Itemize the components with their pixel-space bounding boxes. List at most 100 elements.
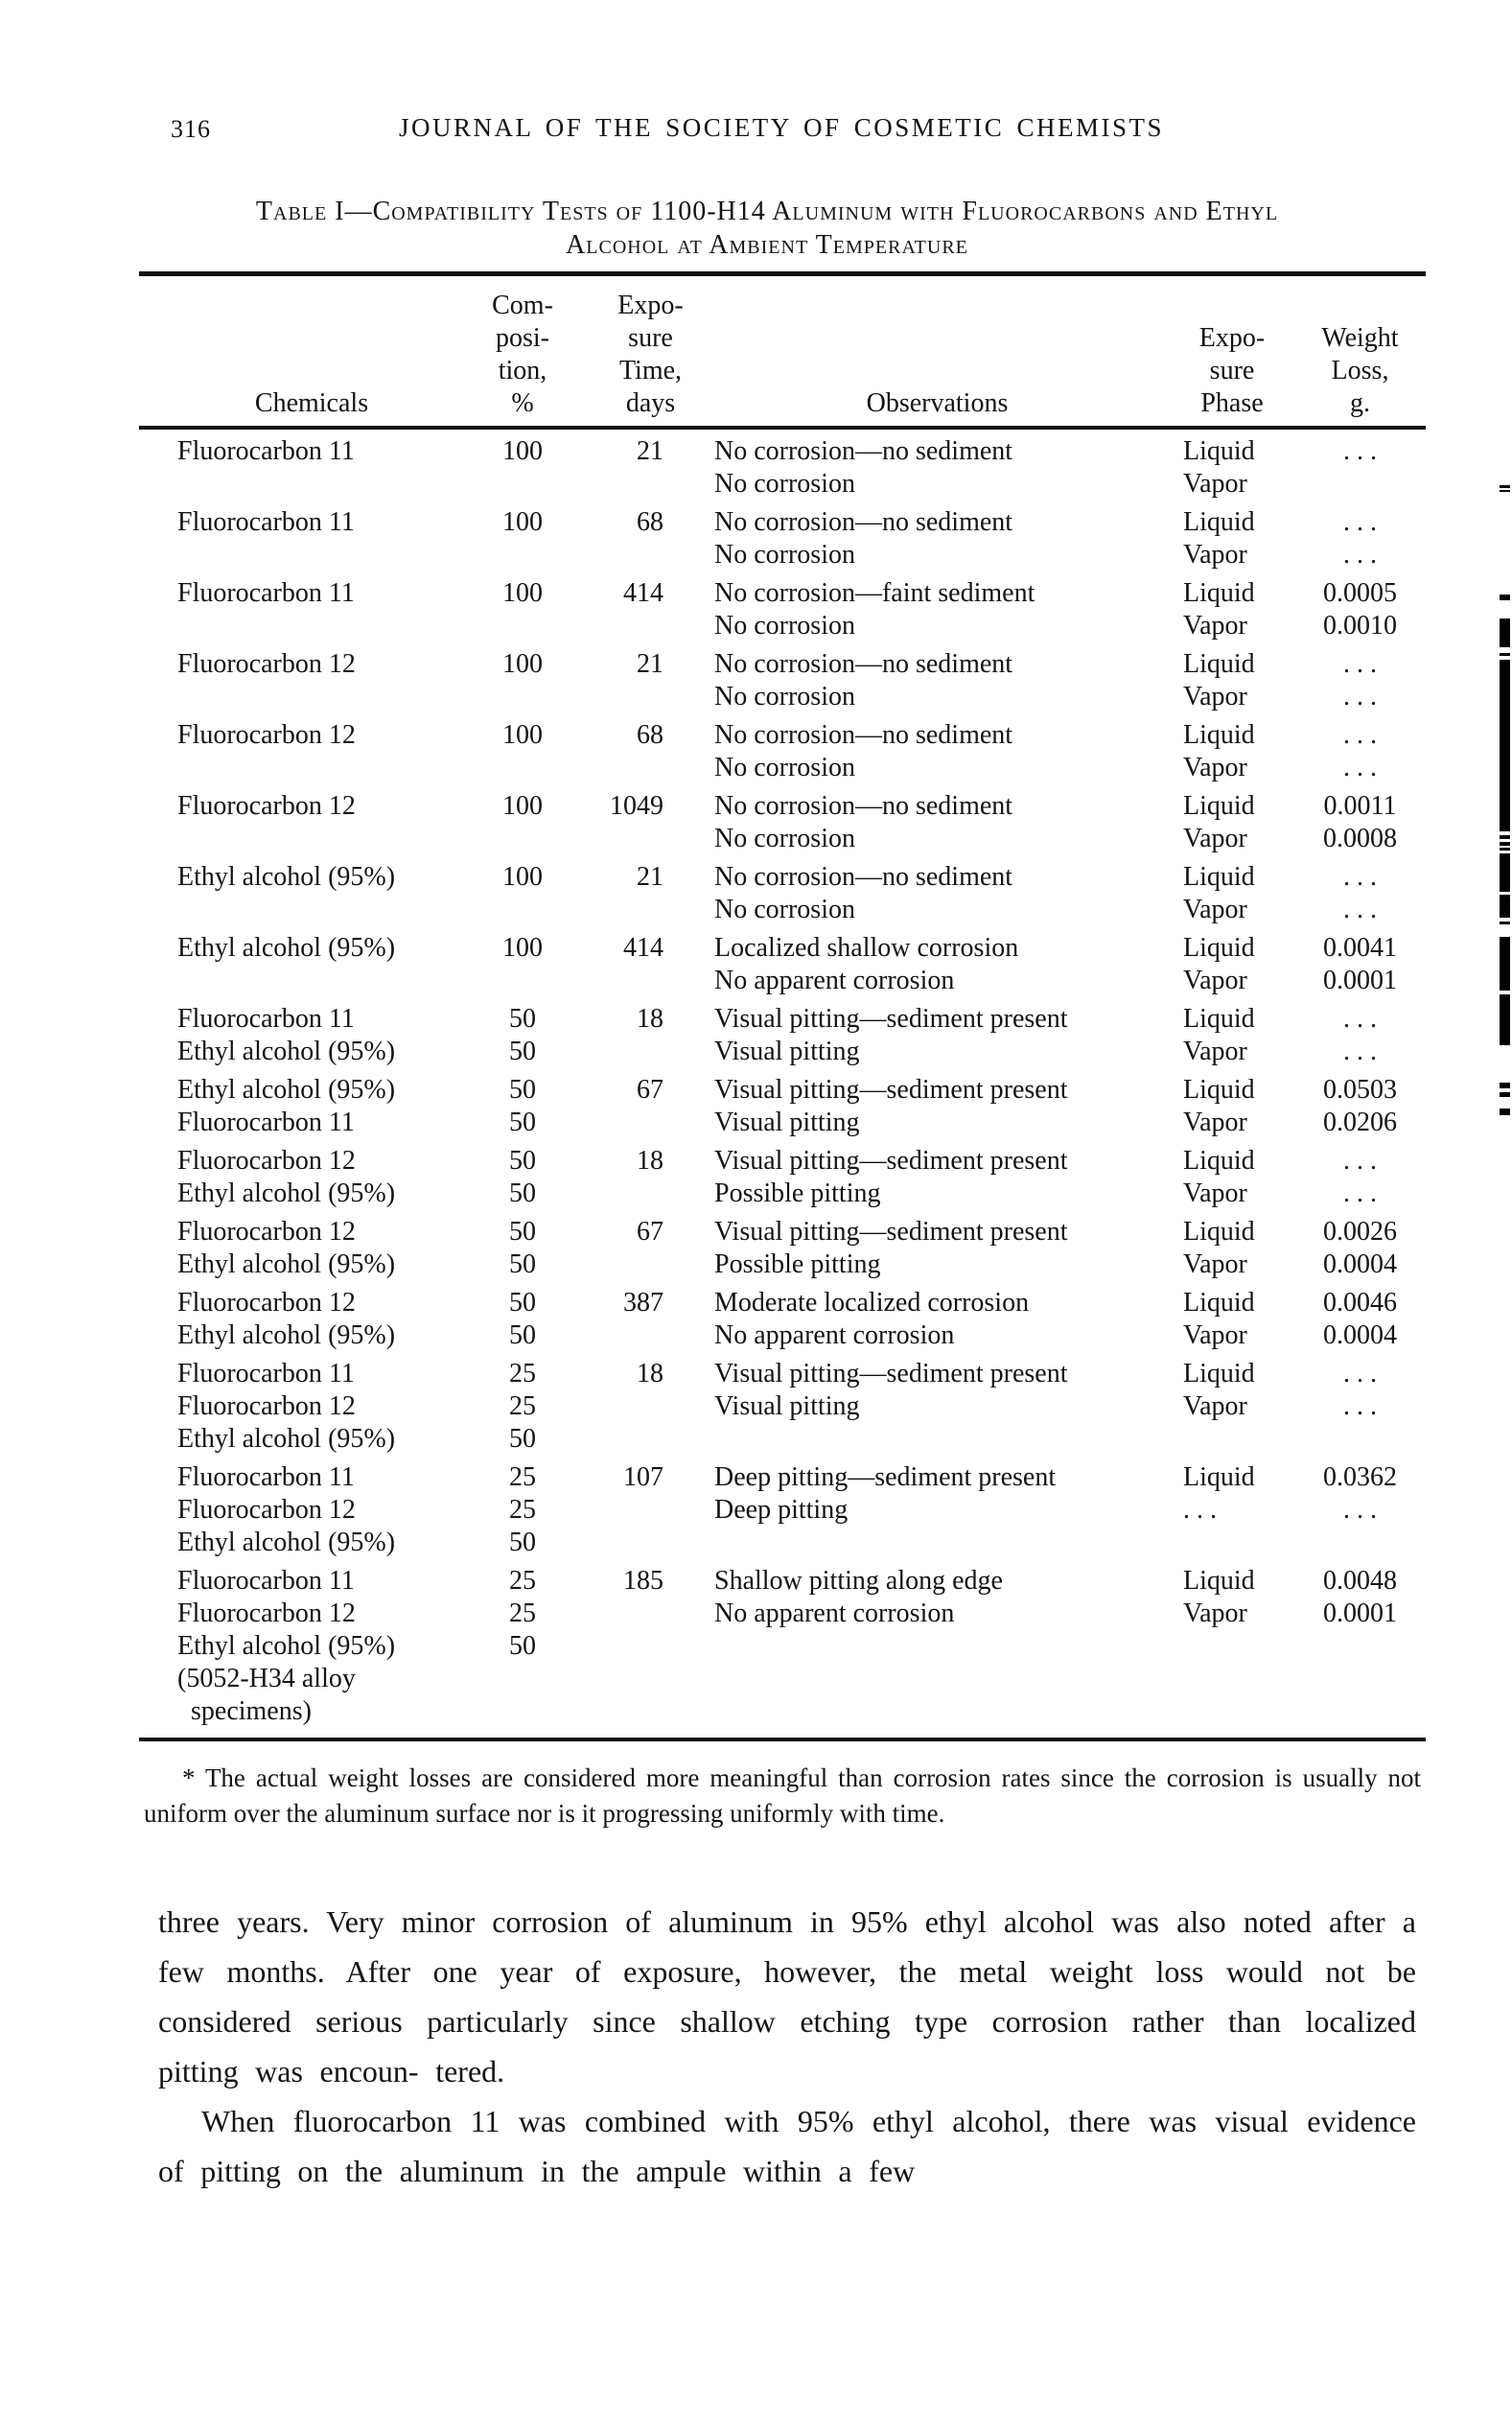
- scan-artifact: [1500, 922, 1510, 924]
- weight-loss-cell: 0.0005 0.0010: [1323, 578, 1397, 641]
- composition-cell: 50 50: [509, 1075, 536, 1137]
- table-row: Fluorocarbon 11 100 21 No corrosion—no sedi…: [139, 430, 1426, 501]
- weight-loss-cell: 0.0503 0.0206: [1323, 1075, 1397, 1137]
- table-row: Fluorocarbon 12 Ethyl alcohol (95%) 50 50 67…: [139, 1210, 1426, 1281]
- table-row: Fluorocarbon 12 100 21 No corrosion—no sedi…: [139, 642, 1426, 713]
- scan-artifact: [1500, 1092, 1510, 1097]
- scan-artifact: [1500, 595, 1510, 600]
- chemicals-cell: Ethyl alcohol (95%) Fluorocarbon 11: [177, 1075, 396, 1137]
- composition-cell: 25 25 50: [509, 1566, 536, 1661]
- chemicals-cell: Fluorocarbon 11 Ethyl alcohol (95%): [177, 1004, 396, 1066]
- observations-cell: No corrosion—no sediment No corrosion: [714, 507, 1013, 570]
- observations-cell: No corrosion—no sediment No corrosion: [714, 436, 1013, 499]
- exposure-phase-cell: Liquid Vapor: [1183, 1075, 1255, 1137]
- exposure-time-cell: 21: [637, 862, 663, 892]
- exposure-phase-cell: Liquid Vapor: [1183, 862, 1255, 924]
- composition-cell: 50 50: [509, 1217, 536, 1279]
- chemicals-cell: Fluorocarbon 12: [177, 791, 356, 821]
- weight-loss-cell: 0.0046 0.0004: [1323, 1288, 1397, 1350]
- table-row: Fluorocarbon 11 100 414 No corrosion—faint …: [139, 572, 1426, 642]
- composition-cell: 25 25 50: [509, 1359, 536, 1454]
- exposure-time-cell: 387: [623, 1288, 663, 1318]
- composition-cell: 25 25 50: [509, 1462, 536, 1557]
- table-row: Ethyl alcohol (95%) 100 414 Localized shall…: [139, 926, 1426, 997]
- observations-cell: Visual pitting—sediment present Possible …: [714, 1217, 1068, 1279]
- composition-cell: 100: [502, 720, 543, 750]
- observations-cell: No corrosion—no sediment No corrosion: [714, 720, 1013, 782]
- table-title-line1: Table I—Compatibility Tests of 1100-H14 …: [255, 197, 1279, 226]
- observations-cell: Visual pitting—sediment present Possible …: [714, 1146, 1068, 1208]
- composition-cell: 100: [502, 649, 543, 679]
- table-row: Fluorocarbon 12 100 1049 No corrosion—no se…: [139, 784, 1426, 855]
- weight-loss-cell: . . .. . .: [1343, 862, 1377, 924]
- composition-cell: 100: [502, 507, 543, 537]
- weight-loss-cell: . . .: [1343, 436, 1377, 466]
- weight-loss-cell: 0.0011 0.0008: [1323, 791, 1397, 853]
- exposure-time-cell: 68: [637, 720, 663, 750]
- chemicals-cell: Fluorocarbon 11 Fluorocarbon 12 Ethyl alco…: [177, 1566, 396, 1726]
- compatibility-table: Chemicals Com-posi-tion,% Expo-sure Time,…: [139, 271, 1426, 1741]
- observations-cell: Visual pitting—sediment present Visual pi…: [714, 1359, 1068, 1421]
- weight-loss-cell: . . .. . .: [1343, 649, 1377, 712]
- exposure-time-cell: 1049: [610, 791, 663, 821]
- scan-artifact: [1500, 842, 1510, 846]
- scan-artifact: [1500, 1108, 1510, 1115]
- composition-cell: 100: [502, 862, 543, 892]
- page-number: 316: [171, 115, 211, 143]
- exposure-time-cell: 185: [623, 1566, 663, 1596]
- chemicals-cell: Fluorocarbon 11 Fluorocarbon 12 Ethyl alco…: [177, 1462, 396, 1557]
- scan-artifact: [1500, 895, 1510, 918]
- exposure-phase-cell: Liquid Vapor: [1183, 933, 1255, 995]
- composition-cell: 100: [502, 578, 543, 608]
- exposure-time-cell: 414: [623, 578, 663, 608]
- weight-loss-cell: . . .. . .: [1343, 507, 1377, 570]
- weight-loss-cell: . . .. . .: [1343, 1146, 1377, 1208]
- weight-loss-cell: 0.0048 0.0001: [1323, 1566, 1397, 1628]
- observations-cell: Shallow pitting along edge No apparent co…: [714, 1566, 1003, 1628]
- chemicals-cell: Fluorocarbon 12 Ethyl alcohol (95%): [177, 1146, 396, 1208]
- observations-cell: No corrosion—faint sediment No corrosion: [714, 578, 1035, 641]
- composition-cell: 100: [502, 933, 543, 963]
- composition-cell: 100: [502, 436, 543, 466]
- exposure-time-cell: 67: [637, 1217, 663, 1247]
- scan-artifact: [1500, 994, 1510, 1045]
- composition-cell: 50 50: [509, 1004, 536, 1066]
- body-paragraph-2: When fluorocarbon 11 was combined with 9…: [158, 2104, 1416, 2188]
- col-header-composition: Com-posi-tion,%: [492, 291, 553, 418]
- exposure-phase-cell: Liquid Vapor: [1183, 1217, 1255, 1279]
- scan-artifact: [1500, 835, 1510, 839]
- table-row: Fluorocarbon 12 Ethyl alcohol (95%) 50 50 38…: [139, 1281, 1426, 1352]
- exposure-phase-cell: Liquid Vapor: [1183, 507, 1255, 570]
- scan-artifact: [1500, 653, 1510, 656]
- observations-cell: Localized shallow corrosion No apparent c…: [714, 933, 1019, 995]
- weight-loss-cell: . . .. . .: [1343, 1359, 1377, 1421]
- weight-loss-cell: . . .. . .: [1343, 720, 1377, 782]
- chemicals-cell: Fluorocarbon 12: [177, 649, 356, 679]
- weight-loss-cell: 0.0041 0.0001: [1323, 933, 1397, 995]
- article-body: three years. Very minor corrosion of alu…: [158, 1897, 1416, 2196]
- col-header-exposure-phase: Expo-sure Phase: [1198, 323, 1266, 418]
- chemicals-cell: Fluorocarbon 11 Fluorocarbon 12 Ethyl alco…: [177, 1359, 396, 1454]
- exposure-phase-cell: Liquid Vapor: [1183, 578, 1255, 641]
- observations-cell: No corrosion—no sediment No corrosion: [714, 649, 1013, 712]
- exposure-phase-cell: Liquid Vapor: [1183, 649, 1255, 712]
- running-head: 316 JOURNAL OF THE SOCIETY OF COSMETIC C…: [144, 113, 1419, 146]
- exposure-phase-cell: Liquid Vapor: [1183, 791, 1255, 853]
- table-row: Fluorocarbon 11 Fluorocarbon 12 Ethyl alco…: [139, 1456, 1426, 1559]
- chemicals-cell: Ethyl alcohol (95%): [177, 933, 396, 963]
- col-header-exposure-time: Expo-sure Time, days: [617, 291, 684, 418]
- exposure-phase-cell: Liquid Vapor: [1183, 1566, 1255, 1628]
- weight-loss-cell: . . .. . .: [1343, 1004, 1377, 1066]
- exposure-time-cell: 414: [623, 933, 663, 963]
- exposure-time-cell: 18: [637, 1359, 663, 1389]
- chemicals-cell: Fluorocarbon 12 Ethyl alcohol (95%): [177, 1288, 396, 1350]
- exposure-time-cell: 68: [637, 507, 663, 537]
- scan-artifact: [1500, 618, 1510, 647]
- col-header-chemicals: Chemicals: [254, 388, 369, 418]
- chemicals-cell: Fluorocarbon 11: [177, 507, 355, 537]
- table-row: Fluorocarbon 12 Ethyl alcohol (95%) 50 50 18…: [139, 1139, 1426, 1210]
- table-row: Ethyl alcohol (95%) 100 21 No corrosion—no …: [139, 855, 1426, 926]
- exposure-phase-cell: Liquid. . .: [1183, 1462, 1255, 1525]
- table-header-row: Chemicals Com-posi-tion,% Expo-sure Time,…: [139, 276, 1426, 430]
